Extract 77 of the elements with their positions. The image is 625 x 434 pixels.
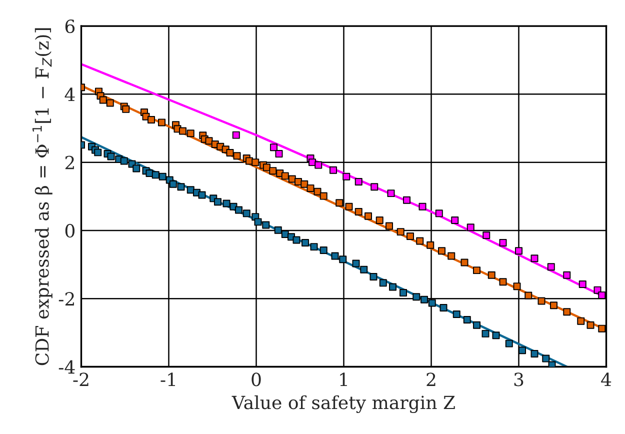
y-axis-title: CDF expressed as β = Φ$^{−1}$[1 − F$_{Z}$(z)] (32, 28, 52, 366)
point (473, 321, 480, 329)
y-tick-label: 4 (64, 88, 75, 102)
point (198, 191, 206, 199)
x-tick-label: 1 (340, 372, 347, 386)
point (342, 172, 350, 180)
point (530, 254, 538, 262)
y-tick-label: 6 (65, 20, 75, 34)
point (214, 198, 222, 206)
point (387, 190, 395, 198)
point (370, 273, 378, 281)
point (222, 200, 230, 208)
point (354, 178, 362, 186)
point (466, 224, 474, 232)
point (389, 283, 396, 291)
point (254, 218, 262, 226)
y-tick-label: 0 (65, 224, 74, 238)
point (499, 238, 507, 246)
point (412, 293, 420, 301)
point (232, 131, 240, 139)
point (542, 354, 550, 362)
point (235, 206, 242, 214)
point (152, 171, 160, 179)
point (515, 247, 522, 255)
point (275, 150, 283, 158)
point (482, 231, 490, 239)
point (339, 256, 347, 264)
y-tick-label: -4 (58, 360, 75, 374)
point (242, 210, 250, 218)
point (420, 296, 428, 304)
x-tick-label: 2 (426, 372, 436, 386)
point (492, 332, 500, 340)
point (310, 243, 318, 251)
y-tick-label: -2 (58, 292, 74, 306)
point (547, 263, 555, 271)
point (274, 226, 282, 234)
point (563, 271, 571, 279)
point (177, 183, 185, 191)
x-axis-title: Value of safety margin Z (232, 395, 455, 414)
x-tick-label: 4 (601, 372, 612, 386)
point (435, 210, 443, 218)
point (440, 304, 448, 312)
point (360, 266, 368, 274)
point (452, 310, 460, 318)
point (370, 183, 378, 191)
point (107, 152, 115, 160)
point (320, 246, 328, 254)
point (428, 299, 436, 307)
point (158, 172, 166, 180)
point (330, 166, 337, 174)
point (308, 158, 316, 166)
point (169, 180, 177, 188)
point (132, 164, 140, 172)
point (314, 161, 322, 169)
y-tick-label: 2 (65, 156, 74, 170)
point (302, 238, 309, 246)
point (463, 316, 471, 324)
x-tick-label: 0 (252, 372, 261, 386)
point (518, 346, 526, 354)
point (451, 216, 459, 224)
point (530, 350, 538, 358)
point (418, 202, 426, 210)
point (292, 236, 300, 244)
point (482, 330, 490, 338)
point (578, 280, 586, 288)
point (186, 186, 194, 194)
point (120, 157, 128, 165)
point (505, 340, 513, 348)
x-tick-label: 3 (514, 372, 524, 386)
point (270, 144, 278, 152)
point (262, 221, 270, 229)
point (598, 291, 606, 299)
point (379, 279, 387, 287)
point (400, 289, 407, 297)
point (94, 148, 102, 156)
x-tick-label: -1 (160, 372, 175, 386)
point (403, 196, 410, 204)
